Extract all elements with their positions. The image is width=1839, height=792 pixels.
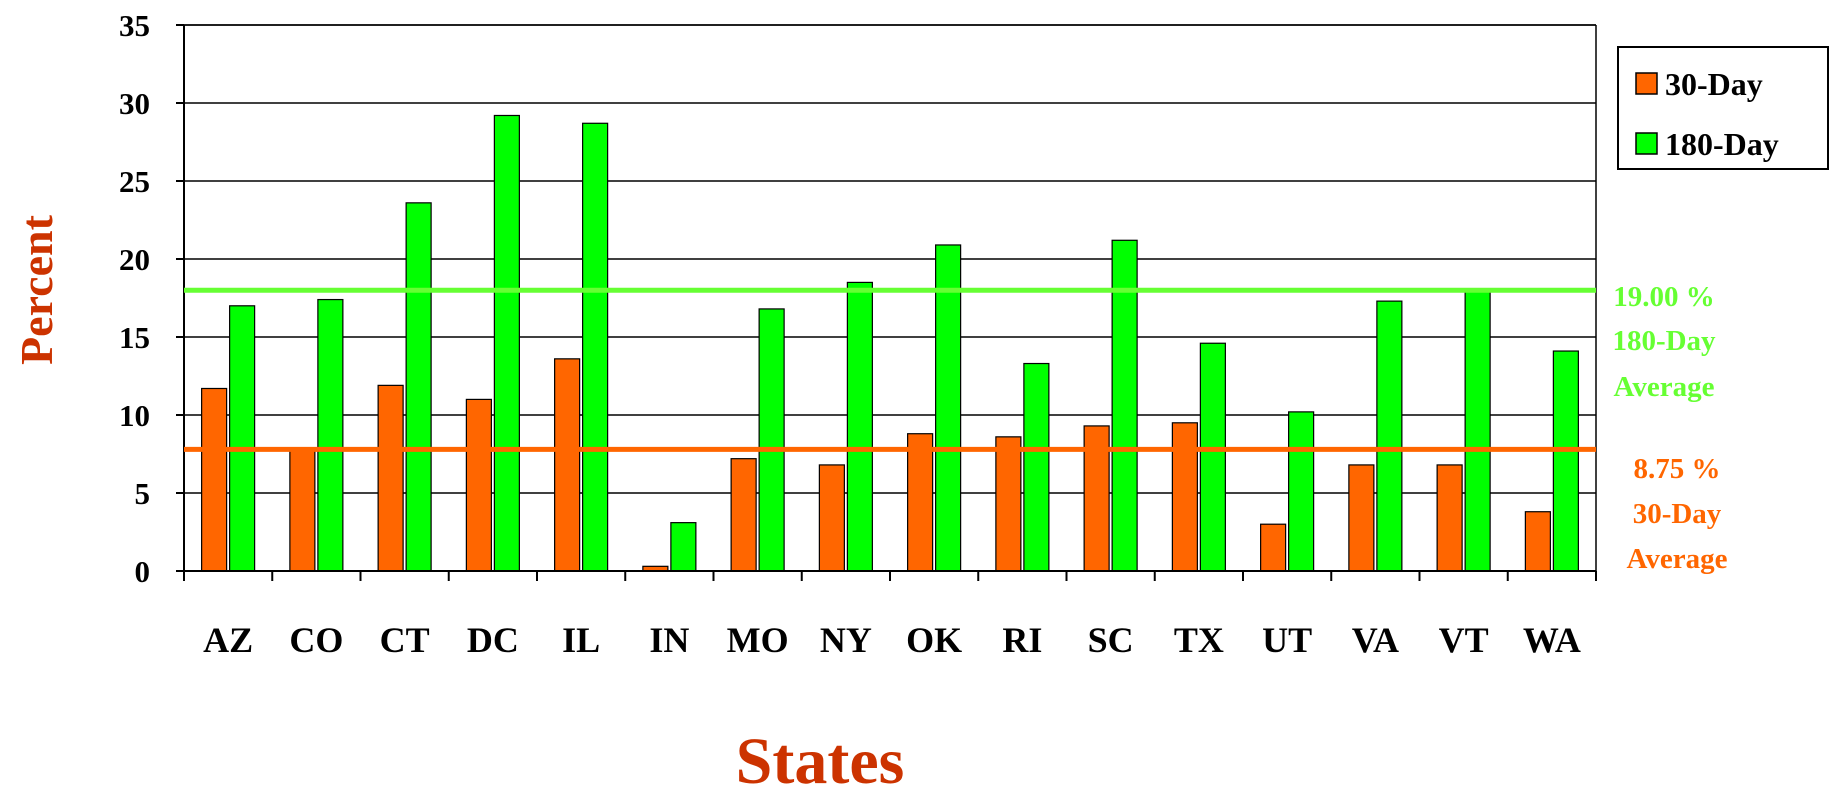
legend-swatch-180-day <box>1635 132 1658 155</box>
bar-180-day-sc <box>1111 239 1138 572</box>
legend: 30-Day 180-Day <box>1617 46 1829 170</box>
bar-180-day-in <box>670 522 697 572</box>
bar-180-day-ny <box>846 281 873 572</box>
bar-30-day-vt <box>1436 464 1463 572</box>
y-tick-label: 5 <box>135 476 151 511</box>
y-tick-label: 15 <box>119 320 150 355</box>
bar-30-day-dc <box>465 398 492 572</box>
x-tick-labels: AZ CO CT DC IL IN MO NY OK RI SC TX UT VA VT WA <box>203 620 1581 660</box>
y-tick-label: 35 <box>119 8 150 43</box>
y-tick-labels: 0 5 10 15 20 25 30 35 <box>119 8 150 589</box>
legend-label-180-day: 180-Day <box>1665 126 1779 162</box>
legend-label-30-day: 30-Day <box>1665 66 1763 102</box>
bar-180-day-az <box>229 305 256 572</box>
bar-180-day-ri <box>1023 362 1050 572</box>
x-tick-label-wa: WA <box>1523 620 1581 660</box>
x-tick-label-va: VA <box>1352 620 1399 660</box>
x-tick-label-ok: OK <box>906 620 962 660</box>
bar-30-day-il <box>554 358 581 572</box>
bar-180-day-wa <box>1552 350 1579 572</box>
avg-30-label-line1: 30-Day <box>1633 498 1722 530</box>
bar-30-day-co <box>289 448 316 572</box>
bar-30-day-mo <box>730 458 757 572</box>
average-lines <box>184 287 1596 452</box>
bar-180-day-ok <box>935 244 962 572</box>
bar-180-day-il <box>582 122 609 572</box>
legend-swatch-30-day <box>1635 72 1658 95</box>
bar-30-day-tx <box>1171 422 1198 572</box>
avg-180-label-line1: 180-Day <box>1612 325 1716 357</box>
bar-180-day-tx <box>1199 342 1226 572</box>
x-tick-label-ct: CT <box>380 620 430 660</box>
x-tick-label-il: IL <box>562 620 600 660</box>
bar-180-day-co <box>317 298 344 572</box>
x-axis-title: States <box>736 725 905 792</box>
bar-30-day-va <box>1348 464 1375 572</box>
bar-30-day-ny <box>818 464 845 572</box>
bar-30-day-ct <box>377 384 404 572</box>
y-tick-label: 0 <box>135 554 151 589</box>
bar-180-day-ut <box>1288 411 1315 572</box>
avg-30-value: 8.75 % <box>1634 453 1721 485</box>
bar-30-day-ut <box>1260 523 1287 572</box>
x-tick-label-ri: RI <box>1002 620 1042 660</box>
x-tick-label-dc: DC <box>467 620 519 660</box>
x-tick-label-mo: MO <box>727 620 789 660</box>
average-labels: 19.00 % 180-Day Average 8.75 % 30-Day Av… <box>1612 281 1727 575</box>
y-tick-label: 20 <box>119 242 150 277</box>
bar-180-day-ct <box>405 202 432 572</box>
x-tick-label-tx: TX <box>1174 620 1224 660</box>
bar-180-day-dc <box>493 114 520 572</box>
bar-30-day-wa <box>1524 511 1551 572</box>
x-tick-label-co: CO <box>289 620 343 660</box>
axes <box>176 24 1597 581</box>
y-tick-label: 10 <box>119 398 150 433</box>
bar-180-day-mo <box>758 308 785 572</box>
y-axis-title: Percent <box>11 214 62 365</box>
bar-180-day-va <box>1376 300 1403 572</box>
x-tick-label-vt: VT <box>1439 620 1489 660</box>
avg-30-label-line2: Average <box>1627 543 1728 575</box>
x-tick-label-sc: SC <box>1088 620 1134 660</box>
bars <box>201 114 1579 572</box>
x-tick-label-az: AZ <box>203 620 253 660</box>
x-tick-label-in: IN <box>649 620 689 660</box>
avg-180-label-line2: Average <box>1614 371 1715 403</box>
avg-180-value: 19.00 % <box>1613 281 1715 313</box>
bar-30-day-az <box>201 387 228 572</box>
x-tick-label-ny: NY <box>820 620 872 660</box>
bar-180-day-vt <box>1464 289 1491 572</box>
bar-30-day-ri <box>995 436 1022 572</box>
x-tick-label-ut: UT <box>1262 620 1312 660</box>
y-tick-label: 25 <box>119 164 150 199</box>
y-tick-label: 30 <box>119 86 150 121</box>
bar-30-day-ok <box>907 433 934 572</box>
